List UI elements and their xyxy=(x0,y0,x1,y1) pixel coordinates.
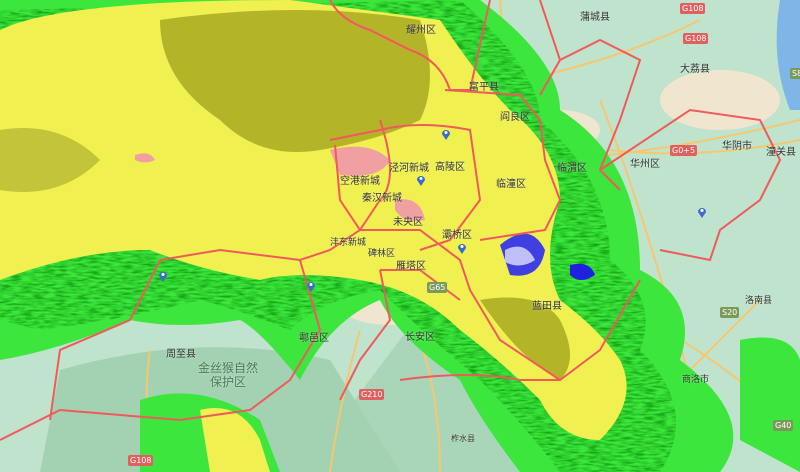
reserve-line1: 金丝猴自然 xyxy=(198,361,259,375)
place-label: 泾河新城 xyxy=(389,163,429,174)
location-pin-icon[interactable] xyxy=(441,128,451,140)
place-label: 周至县 xyxy=(166,349,196,360)
place-label: 灞桥区 xyxy=(442,230,472,241)
place-label: 洛南县 xyxy=(745,296,773,306)
reserve-line2: 保护区 xyxy=(210,375,247,389)
echo-yellow xyxy=(0,0,627,440)
road-shield: G108 xyxy=(683,33,709,44)
place-label: 临渭区 xyxy=(557,163,587,174)
road-shield: S20 xyxy=(720,307,740,318)
place-label: 商洛市 xyxy=(682,375,710,385)
place-label: 碑林区 xyxy=(368,249,396,259)
place-label: 雁塔区 xyxy=(396,261,426,272)
road-shield: S81 xyxy=(790,68,800,79)
place-label: 耀州区 xyxy=(406,25,436,36)
echo-pink xyxy=(330,146,390,176)
location-pin-icon[interactable] xyxy=(306,280,316,292)
place-label: 沣东新城 xyxy=(330,238,367,248)
place-label: 柞水县 xyxy=(451,434,475,443)
place-label: 华阴市 xyxy=(722,141,752,152)
place-label: 阎良区 xyxy=(500,112,530,123)
place-label: 空港新城 xyxy=(340,176,380,187)
place-label: 临潼区 xyxy=(496,179,526,190)
place-label: 富平县 xyxy=(469,82,499,93)
place-label: 大荔县 xyxy=(680,64,710,75)
location-pin-icon[interactable] xyxy=(697,206,707,218)
place-label: 华州区 xyxy=(630,159,660,170)
place-label: 秦汉新城 xyxy=(362,193,402,204)
road-shield: G210 xyxy=(359,389,385,400)
road-shield: G40 xyxy=(773,420,794,431)
echo-olive xyxy=(160,10,430,152)
place-label: 潼关县 xyxy=(766,147,796,158)
place-label: 蒲城县 xyxy=(580,12,610,23)
location-pin-icon[interactable] xyxy=(416,174,426,186)
reserve-label: 金丝猴自然 保护区 xyxy=(198,361,258,389)
road-shield: G108 xyxy=(128,455,154,466)
location-pin-icon[interactable] xyxy=(457,242,467,254)
admin-boundaries xyxy=(0,0,782,441)
place-label: 高陵区 xyxy=(435,162,465,173)
road-shield: G108 xyxy=(680,3,706,14)
place-label: 蓝田县 xyxy=(532,301,562,312)
place-label: 未央区 xyxy=(393,217,423,228)
road-shield: G65 xyxy=(427,282,448,293)
place-label: 长安区 xyxy=(405,332,435,343)
road-shield: G0+5 xyxy=(670,145,698,156)
location-pin-icon[interactable] xyxy=(158,270,168,282)
place-label: 鄠邑区 xyxy=(299,333,329,344)
